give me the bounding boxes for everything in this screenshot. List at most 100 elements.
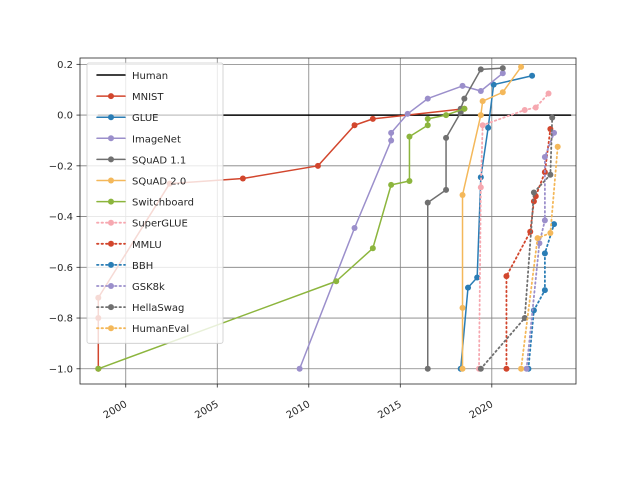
data-point-squad-2-0 [518, 63, 525, 70]
legend-item-hellaswag: HellaSwag [96, 303, 184, 314]
y-tick-label: −1.0 [49, 364, 73, 375]
data-point-imagenet [459, 82, 466, 89]
data-point-imagenet [388, 129, 395, 136]
y-tick-label: −0.8 [49, 314, 73, 325]
legend-item-gsk8k: GSK8k [96, 282, 165, 293]
series-squad-1-1 [424, 65, 506, 372]
data-point-superglue [479, 122, 486, 129]
data-point-imagenet [424, 95, 431, 102]
data-point-glue [474, 274, 481, 281]
legend-item-imagenet: ImageNet [96, 134, 181, 145]
data-point-hellaswag [530, 189, 537, 196]
legend-label: BBH [132, 261, 153, 272]
series-humaneval [518, 143, 561, 372]
legend-swatch-marker [108, 325, 114, 332]
legend-item-bbh: BBH [96, 261, 153, 272]
data-point-squad-1-1 [477, 66, 484, 73]
data-point-imagenet [296, 365, 303, 372]
data-point-gsk8k [536, 240, 543, 247]
plot-frame [79, 57, 577, 385]
legend-label: Human [132, 71, 168, 82]
y-tick-label: −0.2 [49, 161, 73, 172]
legend-swatch-marker [108, 135, 114, 142]
series-imagenet [296, 70, 506, 372]
data-point-switchboard [443, 112, 450, 119]
data-point-glue [490, 81, 497, 88]
legend-label: SuperGLUE [132, 219, 188, 230]
legend-swatch-marker [108, 283, 114, 289]
data-point-imagenet [477, 87, 484, 94]
legend-label: GSK8k [132, 282, 165, 293]
legend-item-switchboard: Switchboard [96, 198, 194, 209]
series-line-switchboard [97, 107, 466, 370]
legend-label: ImageNet [132, 134, 181, 145]
y-tick-label: −0.4 [49, 212, 73, 223]
data-point-squad-2-0 [459, 191, 466, 198]
data-point-superglue [521, 107, 528, 114]
legend-swatch-marker [108, 304, 114, 311]
data-point-switchboard [95, 365, 102, 372]
series-squad-2-0 [459, 63, 525, 372]
data-point-gsk8k [541, 217, 548, 224]
legend: Human MNIST GLUE ImageNet SQuAD 1.1 SQuAD 2.0… [86, 62, 224, 344]
data-point-gsk8k [541, 153, 548, 160]
data-point-bbh [551, 221, 558, 228]
data-point-mnist [351, 122, 358, 129]
series-gsk8k [523, 129, 558, 372]
legend-label: MNIST [132, 92, 164, 103]
legend-swatch-marker [108, 93, 114, 100]
data-point-switchboard [424, 115, 431, 122]
legend-item-human: Human [96, 71, 168, 82]
legend-item-squad-1-1: SQuAD 1.1 [96, 155, 186, 166]
series-line-superglue [478, 92, 550, 370]
legend-box [86, 62, 224, 344]
data-point-switchboard [461, 105, 468, 112]
data-point-switchboard [369, 245, 376, 252]
data-point-squad-2-0 [499, 89, 506, 96]
data-point-squad-1-1 [443, 134, 450, 141]
data-point-hellaswag [477, 365, 484, 372]
data-point-mmlu [503, 365, 510, 372]
y-tick-label: 0.2 [57, 60, 73, 71]
data-point-humaneval [518, 365, 525, 372]
data-point-mnist [369, 115, 376, 122]
legend-label: GLUE [132, 113, 158, 124]
legend-label: SQuAD 1.1 [132, 155, 186, 166]
data-point-squad-2-0 [459, 304, 466, 311]
data-point-mmlu [503, 273, 510, 280]
legend-swatch-marker [108, 177, 114, 184]
legend-label: MMLU [132, 240, 162, 251]
data-point-hellaswag [549, 114, 556, 121]
data-point-mnist [314, 162, 321, 169]
data-point-imagenet [351, 224, 358, 231]
legend-item-glue: GLUE [96, 113, 158, 124]
data-point-squad-2-0 [479, 98, 486, 105]
legend-label: HumanEval [132, 324, 189, 335]
legend-swatch-marker [108, 114, 114, 121]
data-point-squad-1-1 [443, 186, 450, 193]
legend-swatch-marker [108, 261, 114, 268]
legend-item-humaneval: HumanEval [96, 324, 189, 335]
legend-swatch-marker [108, 240, 114, 247]
data-point-switchboard [333, 278, 340, 285]
data-point-switchboard [388, 181, 395, 188]
data-point-humaneval [554, 143, 561, 150]
data-point-glue [529, 72, 536, 79]
legend-item-squad-2-0: SQuAD 2.0 [96, 177, 186, 188]
series-line-humaneval [520, 145, 559, 370]
data-point-glue [465, 284, 472, 291]
y-tick-label: −0.6 [49, 263, 73, 274]
data-point-gsk8k [523, 365, 530, 372]
data-point-switchboard [406, 178, 413, 185]
series-bbh [525, 221, 558, 372]
data-point-imagenet [499, 70, 506, 77]
legend-swatch-marker [108, 156, 114, 163]
data-point-bbh [541, 287, 548, 294]
series-hellaswag [477, 114, 556, 372]
data-point-glue [485, 124, 492, 131]
legend-item-mnist: MNIST [96, 92, 164, 103]
data-point-squad-1-1 [499, 65, 506, 72]
data-point-humaneval [534, 235, 541, 242]
data-point-superglue [477, 184, 484, 191]
data-point-squad-2-0 [459, 365, 466, 372]
